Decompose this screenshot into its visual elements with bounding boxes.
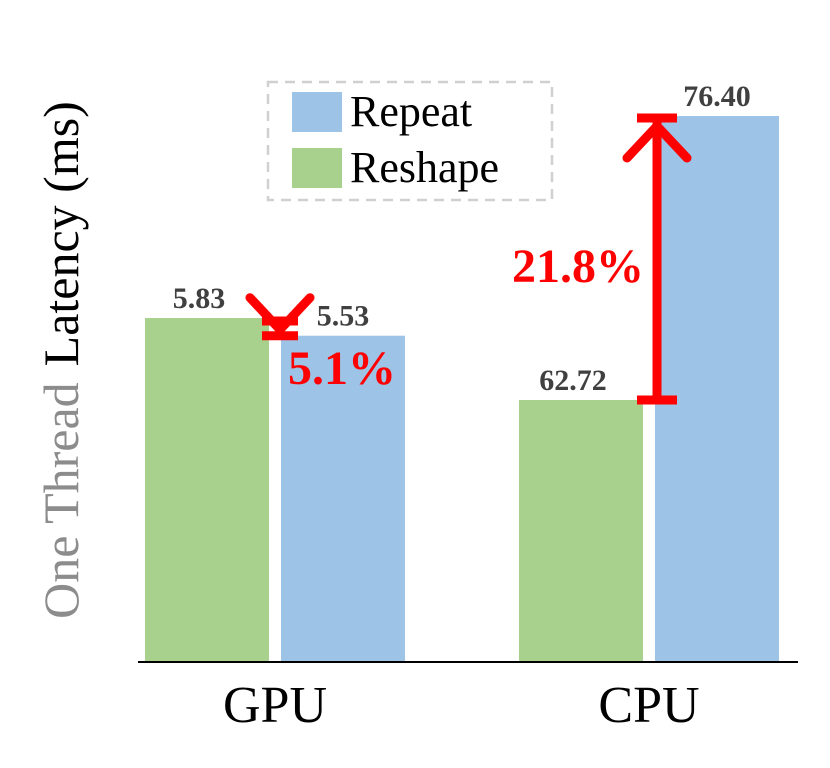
legend-label-repeat: Repeat	[350, 87, 472, 136]
value-label-reshape-gpu: 5.83	[173, 282, 226, 315]
annotations-group: 5.1% 21.8%	[245, 113, 692, 405]
annotation-label-cpu: 21.8%	[512, 240, 644, 293]
annotation-arrowhead	[245, 293, 315, 335]
bar-repeat-cpu	[655, 116, 779, 662]
value-labels-group: 5.83 5.53 62.72 76.40	[173, 80, 751, 397]
legend-label-reshape: Reshape	[350, 143, 499, 192]
legend-swatch-reshape	[292, 148, 342, 188]
y-axis-title-black: Latency (ms)	[33, 101, 89, 366]
bar-reshape-gpu	[145, 318, 269, 662]
value-label-repeat-cpu: 76.40	[683, 80, 751, 113]
bar-repeat-gpu	[281, 335, 405, 662]
bar-reshape-cpu	[519, 400, 643, 662]
x-tick-cpu: CPU	[598, 677, 699, 734]
bars-group	[145, 116, 779, 662]
annotation-arrowhead	[622, 121, 692, 163]
legend-items: Repeat Reshape	[292, 87, 499, 192]
legend: Repeat Reshape	[266, 80, 554, 202]
value-label-reshape-cpu: 62.72	[539, 364, 607, 397]
legend-box	[266, 80, 554, 202]
y-axis-title: One Thread Latency (ms)	[33, 101, 89, 619]
annotation-label-gpu: 5.1%	[288, 342, 396, 395]
x-ticks-group: GPU CPU	[223, 677, 700, 734]
legend-swatch-repeat	[292, 92, 342, 132]
annotation-cpu: 21.8%	[512, 113, 692, 405]
value-label-repeat-gpu: 5.53	[317, 300, 370, 333]
annotation-gpu: 5.1%	[245, 293, 396, 395]
y-axis-title-gray: One Thread	[33, 382, 89, 618]
x-tick-gpu: GPU	[223, 677, 327, 734]
